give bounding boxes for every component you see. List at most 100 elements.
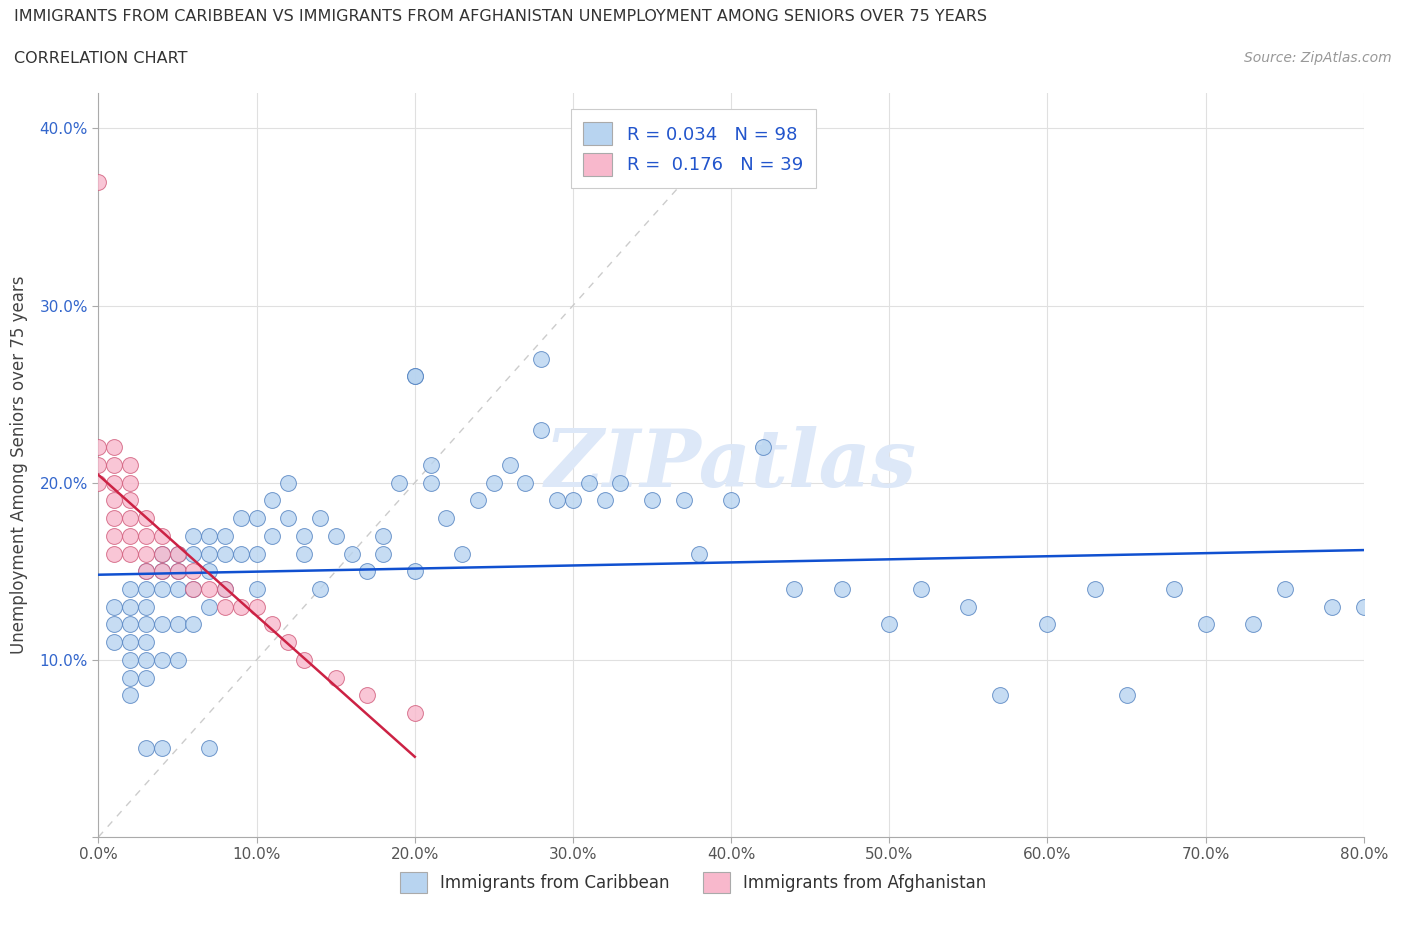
Point xyxy=(166,564,188,578)
Point xyxy=(831,581,853,596)
Text: IMMIGRANTS FROM CARIBBEAN VS IMMIGRANTS FROM AFGHANISTAN UNEMPLOYMENT AMONG SENI: IMMIGRANTS FROM CARIBBEAN VS IMMIGRANTS … xyxy=(14,9,987,24)
Point xyxy=(150,528,173,543)
Point xyxy=(166,564,188,578)
Point xyxy=(246,581,269,596)
Point xyxy=(246,511,269,525)
Point xyxy=(198,546,221,561)
Point xyxy=(103,599,125,614)
Point xyxy=(1353,599,1375,614)
Point xyxy=(214,581,236,596)
Text: ZIPatlas: ZIPatlas xyxy=(546,426,917,504)
Point xyxy=(135,741,157,756)
Point xyxy=(482,475,505,490)
Point xyxy=(150,741,173,756)
Point xyxy=(87,475,110,490)
Point xyxy=(135,528,157,543)
Point xyxy=(120,671,141,685)
Point xyxy=(135,671,157,685)
Point xyxy=(309,581,332,596)
Point xyxy=(229,546,252,561)
Point xyxy=(135,511,157,525)
Point xyxy=(277,634,299,649)
Point xyxy=(783,581,806,596)
Point xyxy=(325,528,347,543)
Point xyxy=(246,546,269,561)
Point xyxy=(120,688,141,703)
Point xyxy=(720,493,742,508)
Point xyxy=(135,581,157,596)
Point xyxy=(292,653,315,668)
Point xyxy=(436,511,458,525)
Point xyxy=(467,493,489,508)
Point xyxy=(262,493,284,508)
Point xyxy=(371,546,394,561)
Point xyxy=(120,653,141,668)
Point xyxy=(103,475,125,490)
Point xyxy=(404,564,426,578)
Point xyxy=(277,475,299,490)
Point xyxy=(451,546,474,561)
Y-axis label: Unemployment Among Seniors over 75 years: Unemployment Among Seniors over 75 years xyxy=(10,276,28,654)
Point xyxy=(371,528,394,543)
Point xyxy=(166,546,188,561)
Point xyxy=(120,475,141,490)
Point xyxy=(292,546,315,561)
Point xyxy=(120,528,141,543)
Point xyxy=(166,581,188,596)
Point xyxy=(120,581,141,596)
Point xyxy=(135,564,157,578)
Point xyxy=(1115,688,1137,703)
Point xyxy=(135,653,157,668)
Point xyxy=(183,528,205,543)
Point xyxy=(150,546,173,561)
Point xyxy=(183,581,205,596)
Point xyxy=(246,599,269,614)
Point xyxy=(388,475,411,490)
Point xyxy=(166,617,188,631)
Point xyxy=(325,671,347,685)
Point xyxy=(404,706,426,721)
Point xyxy=(262,528,284,543)
Point xyxy=(641,493,664,508)
Point xyxy=(957,599,980,614)
Point xyxy=(120,546,141,561)
Point xyxy=(262,617,284,631)
Point xyxy=(198,741,221,756)
Point xyxy=(120,511,141,525)
Point xyxy=(214,528,236,543)
Point xyxy=(150,564,173,578)
Point xyxy=(120,599,141,614)
Point xyxy=(229,599,252,614)
Point xyxy=(277,511,299,525)
Point xyxy=(214,546,236,561)
Point xyxy=(988,688,1011,703)
Point xyxy=(609,475,631,490)
Point xyxy=(183,617,205,631)
Point xyxy=(166,653,188,668)
Point xyxy=(103,440,125,455)
Point xyxy=(593,493,616,508)
Point xyxy=(103,546,125,561)
Point xyxy=(498,458,520,472)
Point xyxy=(103,634,125,649)
Point xyxy=(135,546,157,561)
Point xyxy=(87,174,110,189)
Point xyxy=(1241,617,1264,631)
Point xyxy=(309,511,332,525)
Point xyxy=(1163,581,1185,596)
Text: CORRELATION CHART: CORRELATION CHART xyxy=(14,51,187,66)
Point xyxy=(530,352,553,366)
Point xyxy=(183,581,205,596)
Point xyxy=(419,458,441,472)
Point xyxy=(150,564,173,578)
Point xyxy=(751,440,773,455)
Point xyxy=(183,546,205,561)
Point xyxy=(1194,617,1216,631)
Point xyxy=(135,599,157,614)
Point xyxy=(150,653,173,668)
Point xyxy=(910,581,932,596)
Point xyxy=(1322,599,1344,614)
Point xyxy=(135,634,157,649)
Legend: Immigrants from Caribbean, Immigrants from Afghanistan: Immigrants from Caribbean, Immigrants fr… xyxy=(389,862,997,903)
Point xyxy=(150,617,173,631)
